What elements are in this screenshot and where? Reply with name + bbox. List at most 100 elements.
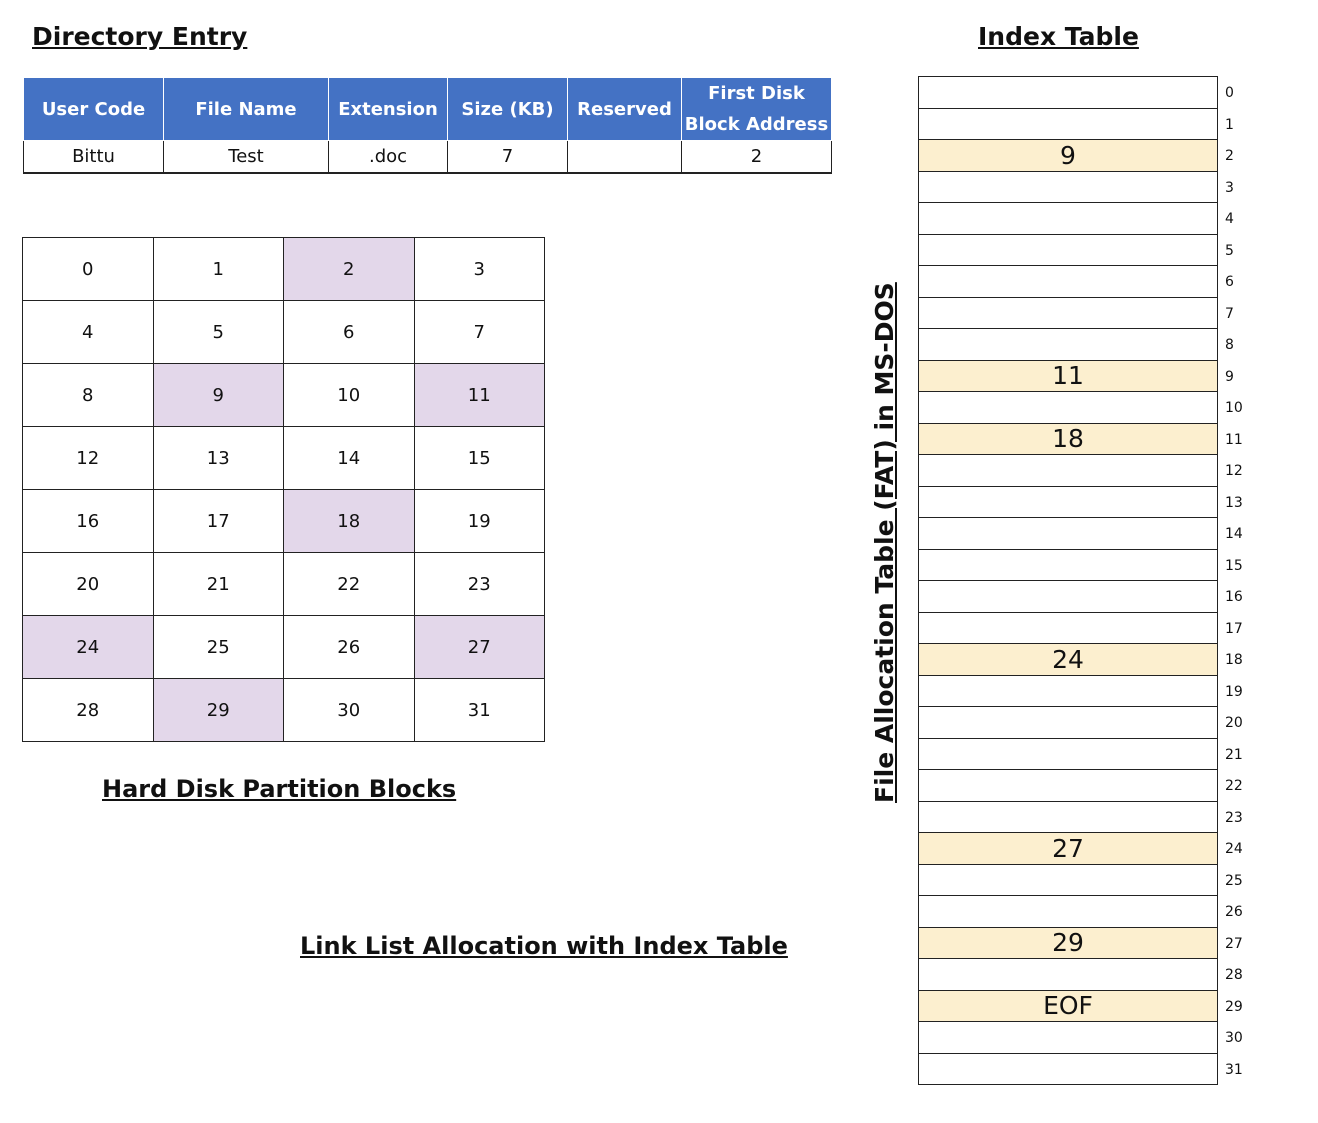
fat-entry-index: 12 xyxy=(1225,463,1243,480)
disk-block: 2 xyxy=(284,238,415,301)
fat-entry-row: EOF 29 xyxy=(918,990,1243,1022)
fat-entry-value: 9 xyxy=(1060,140,1076,170)
fat-entry-row: 17 xyxy=(918,612,1243,644)
fat-entry-index: 14 xyxy=(1225,526,1243,543)
fat-entry-index: 3 xyxy=(1225,179,1234,196)
fat-entry-row: 12 xyxy=(918,455,1243,487)
hard-disk-blocks-grid: 0 1 2 3 4 5 6 7 8 9 10 11 12 13 14 15 16 17 18 19 20 21 22 23 24… xyxy=(22,237,545,742)
fat-entry-row: 13 xyxy=(918,486,1243,518)
fat-entry-index: 6 xyxy=(1225,274,1234,291)
fat-entry-index: 7 xyxy=(1225,305,1234,322)
disk-block: 10 xyxy=(284,364,415,427)
directory-entry-table: User Code File Name Extension Size (KB) … xyxy=(23,77,832,174)
directory-row: Bittu Test .doc 7 2 xyxy=(23,140,832,174)
disk-block: 18 xyxy=(284,490,415,553)
disk-block: 20 xyxy=(23,553,154,616)
fat-entry-index: 2 xyxy=(1225,148,1234,165)
cell-size: 7 xyxy=(447,140,568,174)
fat-entry-index: 5 xyxy=(1225,242,1234,259)
fat-entry-row: 21 xyxy=(918,738,1243,770)
fat-entry-index: 30 xyxy=(1225,1030,1243,1047)
disk-block: 6 xyxy=(284,301,415,364)
fat-entry-value: 11 xyxy=(1052,361,1084,391)
header-extension: Extension xyxy=(328,77,448,141)
disk-block: 12 xyxy=(23,427,154,490)
fat-entry-row: 15 xyxy=(918,549,1243,581)
fat-entry-row: 6 xyxy=(918,266,1234,298)
fat-entry-index: 16 xyxy=(1225,589,1243,606)
fat-entry-row: 11 9 xyxy=(918,360,1234,392)
fat-entry-row: 0 xyxy=(918,77,1234,109)
fat-entry-index: 11 xyxy=(1225,431,1243,448)
fat-entry-row: 30 xyxy=(918,1022,1243,1054)
fat-entry-index: 15 xyxy=(1225,557,1243,574)
fat-entry-index: 0 xyxy=(1225,85,1234,102)
fat-entry-index: 13 xyxy=(1225,494,1243,511)
fat-entry-row: 29 27 xyxy=(918,927,1243,959)
disk-block: 4 xyxy=(23,301,154,364)
disk-block: 1 xyxy=(153,238,284,301)
disk-block: 30 xyxy=(284,679,415,742)
fat-entry-index: 8 xyxy=(1225,337,1234,354)
directory-header-row: User Code File Name Extension Size (KB) … xyxy=(23,77,832,141)
link-list-allocation-caption: Link List Allocation with Index Table xyxy=(300,932,788,960)
fat-entry-value: 18 xyxy=(1052,424,1084,454)
fat-entry-row: 25 xyxy=(918,864,1243,896)
fat-entry-index: 22 xyxy=(1225,778,1243,795)
fat-entry-index: 29 xyxy=(1225,998,1243,1015)
fat-entry-index: 19 xyxy=(1225,683,1243,700)
disk-block: 14 xyxy=(284,427,415,490)
fat-entry-row: 20 xyxy=(918,707,1243,739)
disk-block: 28 xyxy=(23,679,154,742)
cell-reserved xyxy=(567,140,682,174)
fat-entry-row: 1 xyxy=(918,108,1234,140)
fat-entry-index: 23 xyxy=(1225,809,1243,826)
fat-entry-row: 27 24 xyxy=(918,833,1243,865)
fat-vertical-label: File Allocation Table (FAT) in MS-DOS xyxy=(870,282,899,803)
fat-entry-value: 27 xyxy=(1052,833,1084,863)
header-first-disk-block-address: First Disk Block Address xyxy=(681,77,832,141)
disk-block: 25 xyxy=(153,616,284,679)
header-user-code: User Code xyxy=(23,77,164,141)
disk-block: 29 xyxy=(153,679,284,742)
cell-user-code: Bittu xyxy=(23,140,164,174)
header-size: Size (KB) xyxy=(447,77,568,141)
fat-entry-index: 9 xyxy=(1225,368,1234,385)
header-file-name: File Name xyxy=(163,77,329,141)
disk-block: 26 xyxy=(284,616,415,679)
fat-entry-index: 4 xyxy=(1225,211,1234,228)
fat-entry-row: 8 xyxy=(918,329,1234,361)
fat-entry-row: 10 xyxy=(918,392,1243,424)
fat-entry-row: 3 xyxy=(918,171,1234,203)
disk-block: 16 xyxy=(23,490,154,553)
fat-entry-row: 22 xyxy=(918,770,1243,802)
fat-entry-row: 4 xyxy=(918,203,1234,235)
disk-block: 13 xyxy=(153,427,284,490)
disk-block: 7 xyxy=(414,301,545,364)
disk-block: 31 xyxy=(414,679,545,742)
disk-block: 3 xyxy=(414,238,545,301)
fat-entry-index: 10 xyxy=(1225,400,1243,417)
disk-block: 17 xyxy=(153,490,284,553)
disk-block: 0 xyxy=(23,238,154,301)
disk-block: 19 xyxy=(414,490,545,553)
disk-block: 11 xyxy=(414,364,545,427)
disk-block: 27 xyxy=(414,616,545,679)
fat-entry-row: 18 11 xyxy=(918,423,1243,455)
disk-block: 5 xyxy=(153,301,284,364)
fat-entry-row: 28 xyxy=(918,959,1243,991)
fat-entry-value: 29 xyxy=(1052,928,1084,958)
fat-entry-index: 21 xyxy=(1225,746,1243,763)
fat-entry-row: 14 xyxy=(918,518,1243,550)
disk-block: 8 xyxy=(23,364,154,427)
fat-entry-value: 24 xyxy=(1052,644,1084,674)
disk-block: 23 xyxy=(414,553,545,616)
fat-entry-row: 16 xyxy=(918,581,1243,613)
fat-entry-index: 18 xyxy=(1225,652,1243,669)
index-table-title: Index Table xyxy=(978,22,1139,51)
fat-entry-row: 23 xyxy=(918,801,1243,833)
fat-entry-index: 26 xyxy=(1225,904,1243,921)
disk-block: 15 xyxy=(414,427,545,490)
cell-first-disk-block-address: 2 xyxy=(681,140,832,174)
